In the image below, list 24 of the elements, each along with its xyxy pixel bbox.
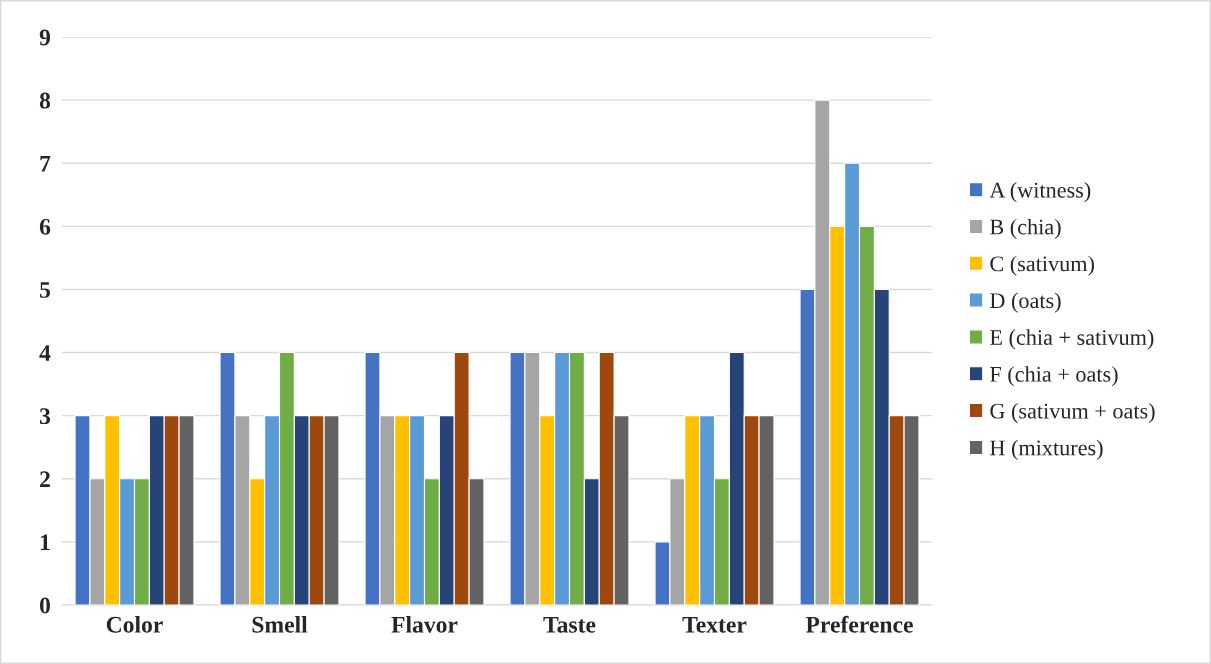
legend-label: D (oats) — [990, 292, 1061, 313]
x-tick-label: Texter — [682, 617, 747, 633]
legend-label: B (chia) — [990, 218, 1061, 240]
y-tick-label: 2 — [40, 471, 50, 487]
y-tick-label: 9 — [39, 29, 51, 46]
y-tick-label: 1 — [40, 534, 50, 551]
y-tick-label: 5 — [40, 282, 51, 298]
legend-label: E (chia + sativum) — [990, 329, 1154, 350]
x-tick-label: Flavor — [391, 616, 458, 633]
y-tick-label: 6 — [39, 218, 51, 235]
legend-label: A (witness) — [989, 182, 1091, 203]
x-tick-label: Preference — [805, 615, 913, 633]
x-tick-label: Taste — [543, 617, 596, 633]
legend-label: G (sativum + oats) — [990, 402, 1155, 424]
y-tick-label: 0 — [39, 597, 50, 614]
legend-label: F (chia + oats) — [990, 366, 1118, 387]
legend-label: C (sativum) — [990, 255, 1094, 276]
x-tick-label: Color — [106, 616, 163, 633]
y-tick-label: 7 — [40, 155, 51, 172]
x-tick-label: Smell — [252, 616, 308, 633]
y-tick-label: 3 — [39, 408, 51, 425]
y-tick-label: 8 — [39, 92, 51, 109]
y-tick-label: 4 — [39, 345, 51, 361]
legend-label: H (mixtures) — [990, 439, 1103, 460]
